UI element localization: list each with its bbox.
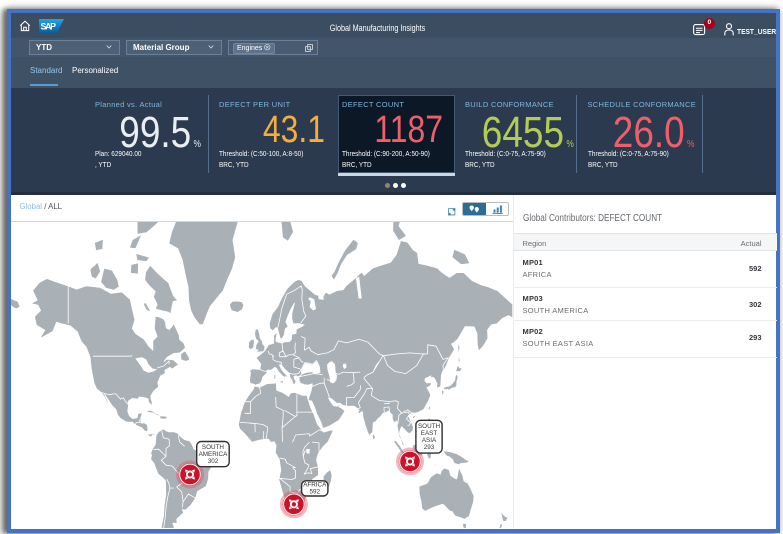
- svg-text:302: 302: [208, 458, 219, 465]
- svg-text:SOUTH: SOUTH: [202, 444, 224, 451]
- svg-text:AMERICA: AMERICA: [199, 451, 228, 458]
- svg-text:592: 592: [309, 489, 320, 496]
- svg-text:293: 293: [424, 444, 435, 451]
- svg-text:SOUTH: SOUTH: [418, 423, 440, 430]
- svg-text:EAST: EAST: [421, 430, 438, 437]
- svg-text:AFRICA: AFRICA: [303, 482, 327, 489]
- svg-text:ASIA: ASIA: [422, 437, 437, 444]
- svg-text:SAP: SAP: [41, 22, 57, 32]
